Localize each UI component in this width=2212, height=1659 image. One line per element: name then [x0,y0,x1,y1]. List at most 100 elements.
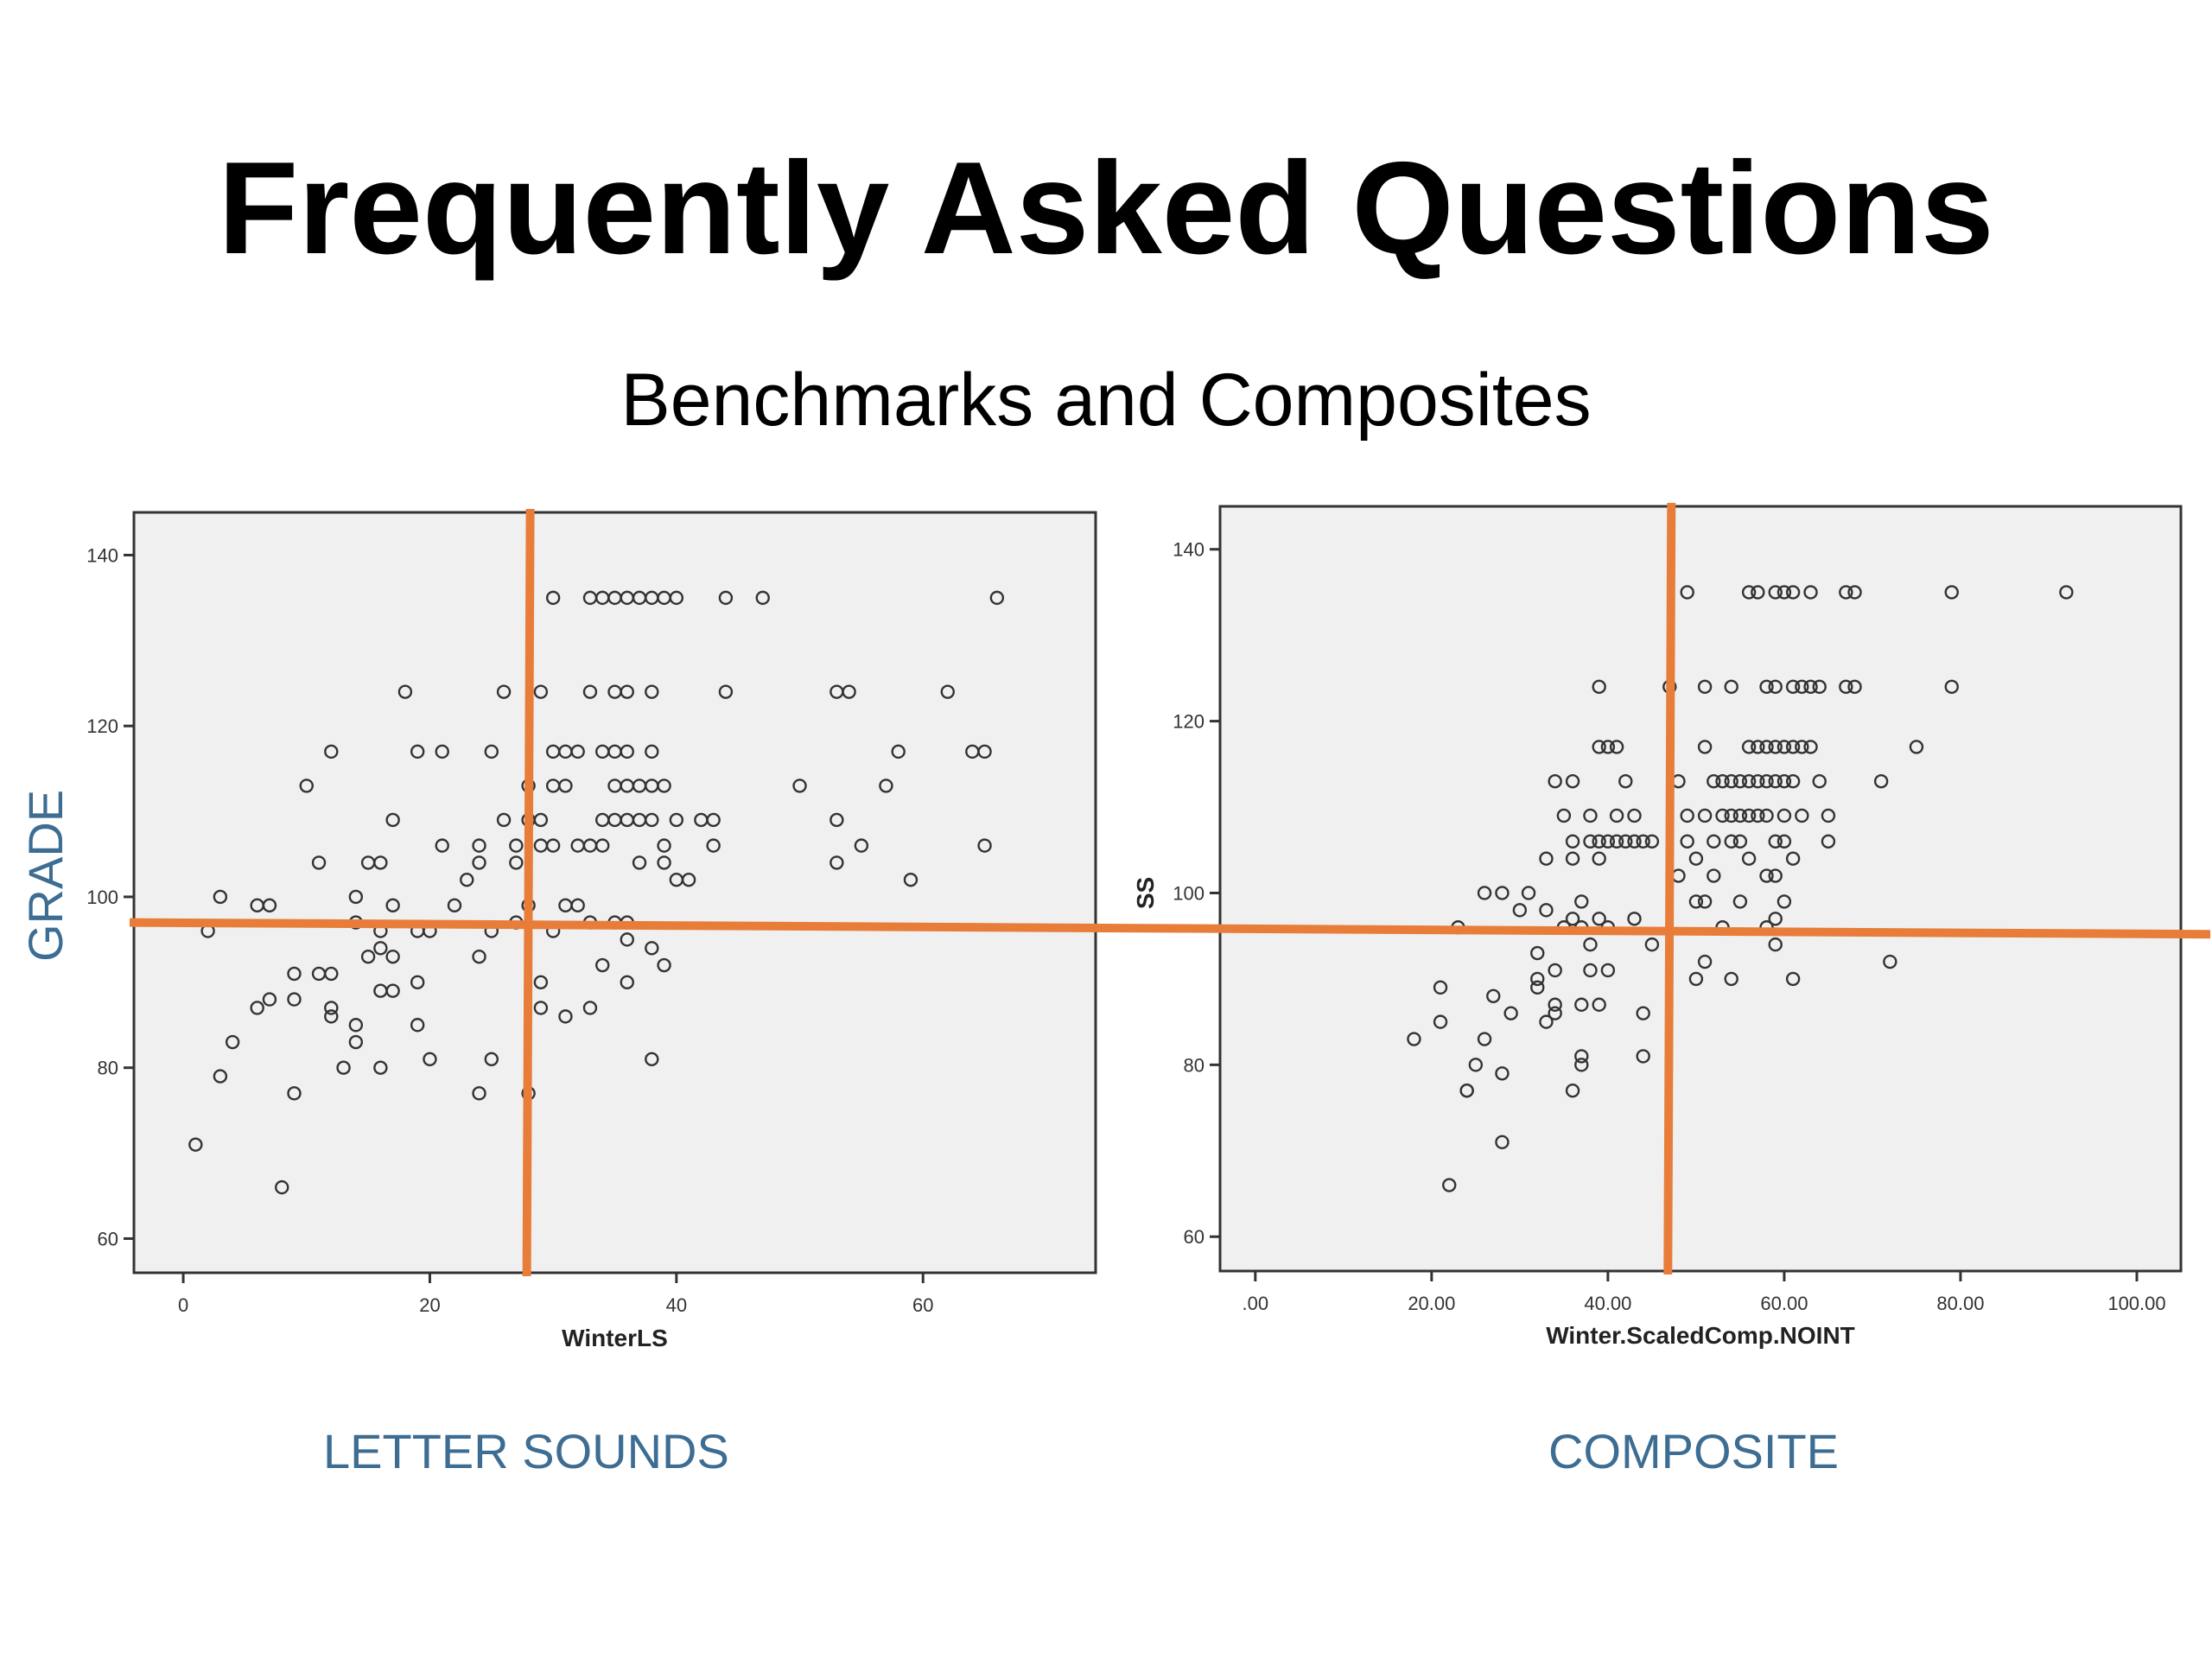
left-data-point [324,744,339,760]
right-data-point [1785,774,1801,789]
right-data-point [1785,679,1801,695]
left-data-point [484,744,499,760]
right-data-point [1785,585,1801,600]
right-data-point [1565,1083,1580,1098]
left-data-point [460,872,474,887]
right-data-point [1873,774,1889,789]
right-data-point [1521,886,1536,900]
right-data-point [1732,894,1748,909]
right-data-point [1592,851,1606,866]
right-data-point [1539,903,1554,918]
right-data-point [1548,963,1562,978]
right-data-point [1741,585,1757,600]
right-x-tick-label: 20.00 [1408,1293,1455,1314]
right-data-point [1768,868,1783,883]
left-data-point [620,744,634,760]
right-data-point [1803,585,1818,600]
right-data-point [1759,679,1774,695]
right-data-point [1618,834,1633,849]
right-data-point [1503,1006,1518,1020]
right-data-point [1724,834,1738,849]
right-data-point [1768,774,1783,789]
right-data-point [1732,774,1748,789]
left-data-point [533,1001,549,1015]
slide-subtitle: Benchmarks and Composites [620,359,1592,442]
right-data-point [1688,971,1704,987]
left-y-tick-label: 80 [98,1058,118,1079]
right-data-point [1636,1006,1650,1020]
left-data-point [484,1052,499,1067]
left-data-point [250,1001,264,1015]
left-data-point [324,1009,339,1024]
right-data-point [1592,997,1606,1012]
right-data-point [1777,808,1792,823]
left-data-point [842,684,856,699]
right-data-point [1759,808,1774,823]
left-data-point [299,779,314,793]
right-data-point [1688,894,1704,909]
right-data-point [1697,954,1713,969]
right-data-point [1741,808,1757,823]
left-data-point [472,1086,486,1101]
right-data-point [1609,834,1624,849]
right-data-point [1724,808,1738,823]
right-data-point [1697,808,1713,823]
left-data-point [989,590,1005,606]
left-data-point [645,744,659,760]
right-data-point [1785,971,1801,987]
right-data-point [1583,808,1598,823]
right-data-point [1442,1178,1457,1192]
right-data-point [1724,774,1738,789]
right-y-tick-label: 100 [1173,882,1205,904]
right-data-point [1609,808,1624,823]
right-data-point [1759,868,1774,883]
right-data-point [1627,834,1642,849]
right-data-point [1777,894,1792,909]
right-x-tick-label: 60.00 [1760,1293,1808,1314]
left-data-point [509,855,524,870]
right-data-point [1741,774,1757,789]
right-data-point [1530,971,1545,987]
left-data-point [669,590,684,606]
right-data-point [1812,679,1827,695]
right-data-point [1556,808,1572,823]
right-data-point [1459,1083,1474,1098]
composite-caption: COMPOSITE [1548,1424,1840,1478]
right-data-point [1707,774,1721,789]
right-data-point [1477,1032,1492,1046]
left-data-point [385,983,400,998]
left-data-point [645,684,659,699]
right-data-point [1768,834,1783,849]
left-data-point [718,684,734,699]
left-data-point [324,966,339,982]
left-data-point [348,889,364,905]
left-data-point [472,838,486,853]
left-data-point [545,838,561,853]
right-y-tick-label: 140 [1173,539,1205,561]
right-data-point [1680,585,1694,600]
left-data-point [435,744,449,760]
left-data-point [645,941,659,956]
right-y-axis-label: SS [1132,877,1159,909]
right-data-point [1600,740,1616,754]
right-data-point [1777,585,1792,600]
right-data-point [1741,740,1757,754]
left-data-point [373,1060,388,1075]
right-y-tick-label: 60 [1184,1226,1205,1248]
right-data-point [1751,808,1765,823]
right-data-point [1732,834,1748,849]
right-data-point [1697,679,1713,695]
right-data-point [1512,903,1528,918]
right-data-point [1715,774,1730,789]
left-data-point [410,975,425,990]
right-data-point [1839,679,1853,695]
right-data-point [1883,954,1897,969]
right-data-point [1909,740,1924,754]
right-x-axis-label: Winter.ScaledComp.NOINT [1546,1322,1855,1349]
right-data-point [1821,834,1836,849]
right-data-point [1618,774,1633,789]
left-data-point [373,855,388,870]
right-data-point [1751,740,1765,754]
left-data-point [262,898,277,913]
left-data-point [706,838,721,853]
